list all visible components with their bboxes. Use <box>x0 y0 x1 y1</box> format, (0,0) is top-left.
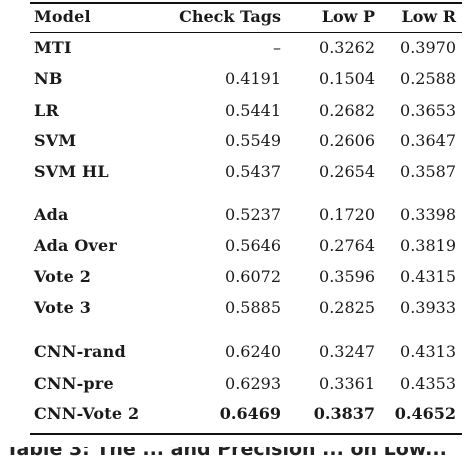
low-p-value: 0.3262 <box>319 38 375 57</box>
low-r-value: 0.3819 <box>400 236 456 255</box>
table-row: CNN-rand 0.6240 0.3247 0.4313 <box>30 341 462 363</box>
check-tags-value: 0.5237 <box>225 205 281 224</box>
check-tags-value: 0.6293 <box>225 374 281 393</box>
table-row: Ada Over 0.5646 0.2764 0.3819 <box>30 235 462 257</box>
model-name: Vote 2 <box>34 267 92 286</box>
low-p-value: 0.2654 <box>319 162 375 181</box>
model-name: NB <box>34 69 63 88</box>
check-tags-value: 0.5441 <box>225 101 281 120</box>
low-p-value: 0.3361 <box>319 374 375 393</box>
check-tags-value: 0.4191 <box>225 69 281 88</box>
model-name: CNN-rand <box>34 342 126 361</box>
table-row: SVM HL 0.5437 0.2654 0.3587 <box>30 161 462 183</box>
low-r-value: 0.4353 <box>400 374 456 393</box>
check-tags-value: 0.5646 <box>225 236 281 255</box>
low-r-value: 0.4315 <box>400 267 456 286</box>
low-r-value: 0.3970 <box>400 38 456 57</box>
model-name: Ada Over <box>34 236 117 255</box>
bottom-rule <box>30 433 462 435</box>
table-row: Vote 3 0.5885 0.2825 0.3933 <box>30 297 462 319</box>
header-row: Model Check Tags Low P Low R <box>30 6 462 28</box>
header-rule <box>30 32 462 33</box>
low-p-value: 0.3596 <box>319 267 375 286</box>
model-name: CNN-pre <box>34 374 114 393</box>
check-tags-value: 0.6469 <box>219 404 281 423</box>
table-row: LR 0.5441 0.2682 0.3653 <box>30 100 462 122</box>
check-tags-value: 0.6240 <box>225 342 281 361</box>
model-name: SVM HL <box>34 162 109 181</box>
low-r-value: 0.4313 <box>400 342 456 361</box>
low-p-value: 0.1720 <box>319 205 375 224</box>
model-name: MTI <box>34 38 72 57</box>
table-row: MTI – 0.3262 0.3970 <box>30 37 462 59</box>
low-r-value: 0.3587 <box>400 162 456 181</box>
low-p-value: 0.2825 <box>319 298 375 317</box>
table-row-best: CNN-Vote 2 0.6469 0.3837 0.4652 <box>30 403 462 425</box>
low-r-value: 0.3647 <box>400 131 456 150</box>
check-tags-value: 0.5549 <box>225 131 281 150</box>
low-p-value: 0.2764 <box>319 236 375 255</box>
header-low-p: Low P <box>321 7 375 26</box>
header-model: Model <box>34 7 91 26</box>
header-check-tags: Check Tags <box>179 7 281 26</box>
low-r-value: 0.3653 <box>400 101 456 120</box>
model-name: CNN-Vote 2 <box>34 404 140 423</box>
low-r-value: 0.2588 <box>400 69 456 88</box>
table-row: Ada 0.5237 0.1720 0.3398 <box>30 204 462 226</box>
low-r-value: 0.3398 <box>400 205 456 224</box>
check-tags-value: 0.5885 <box>225 298 281 317</box>
low-p-value: 0.2682 <box>319 101 375 120</box>
low-p-value: 0.3247 <box>319 342 375 361</box>
model-name: Ada <box>34 205 69 224</box>
table-row: Vote 2 0.6072 0.3596 0.4315 <box>30 266 462 288</box>
check-tags-value: 0.6072 <box>225 267 281 286</box>
table-caption-cropped: Table 3: The ... and Precision ... on Lo… <box>6 438 447 456</box>
table-row: CNN-pre 0.6293 0.3361 0.4353 <box>30 373 462 395</box>
low-p-value: 0.1504 <box>319 69 375 88</box>
low-r-value: 0.3933 <box>400 298 456 317</box>
model-name: LR <box>34 101 59 120</box>
model-name: SVM <box>34 131 77 150</box>
header-low-r: Low R <box>401 7 456 26</box>
check-tags-value: 0.5437 <box>225 162 281 181</box>
model-name: Vote 3 <box>34 298 92 317</box>
table-row: SVM 0.5549 0.2606 0.3647 <box>30 130 462 152</box>
top-rule <box>30 2 462 4</box>
low-r-value: 0.4652 <box>394 404 456 423</box>
low-p-value: 0.2606 <box>319 131 375 150</box>
low-p-value: 0.3837 <box>313 404 375 423</box>
check-tags-value: – <box>273 38 281 57</box>
table-row: NB 0.4191 0.1504 0.2588 <box>30 68 462 90</box>
